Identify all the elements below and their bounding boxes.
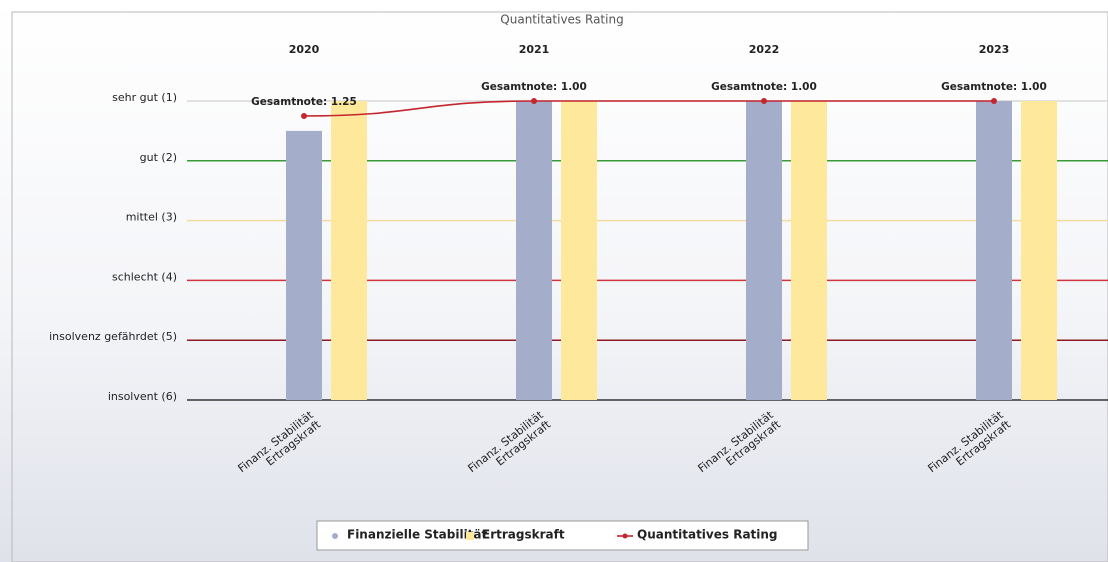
legend-label: Ertragskraft — [482, 528, 565, 542]
data-label: Gesamtnote: 1.25 — [251, 96, 357, 108]
rating-point — [761, 98, 767, 104]
y-tick-label: insolvent (6) — [108, 390, 177, 403]
bar — [791, 101, 827, 400]
bar — [1021, 101, 1057, 400]
group-label: 2023 — [979, 43, 1010, 56]
bar — [976, 101, 1012, 400]
legend-marker — [622, 533, 628, 539]
legend-label: Quantitatives Rating — [637, 528, 778, 542]
y-tick-label: gut (2) — [140, 151, 177, 164]
data-label: Gesamtnote: 1.00 — [711, 81, 817, 93]
y-tick-label: sehr gut (1) — [112, 91, 177, 104]
legend-box — [316, 520, 809, 551]
bar — [516, 101, 552, 400]
legend-label: Finanzielle Stabilität — [347, 528, 488, 542]
group-label: 2021 — [519, 43, 550, 56]
legend-marker — [332, 533, 338, 539]
bar — [746, 101, 782, 400]
rating-point — [301, 112, 307, 119]
y-tick-label: mittel (3) — [126, 211, 177, 224]
group-label: 2020 — [289, 43, 320, 56]
rating-point — [991, 98, 997, 104]
data-label: Gesamtnote: 1.00 — [481, 81, 587, 93]
y-tick-label: schlecht (4) — [112, 270, 177, 283]
y-tick-label: insolvenz gefährdet (5) — [49, 330, 177, 343]
frame — [11, 11, 1108, 562]
chart-title: Quantitatives Rating — [500, 13, 623, 27]
rating-line — [303, 100, 994, 117]
legend-marker — [466, 532, 474, 540]
data-label: Gesamtnote: 1.00 — [941, 81, 1047, 93]
group-label: 2022 — [749, 43, 780, 56]
bar — [286, 130, 322, 400]
bar — [561, 101, 597, 400]
bar — [331, 101, 367, 400]
rating-point — [531, 98, 537, 104]
